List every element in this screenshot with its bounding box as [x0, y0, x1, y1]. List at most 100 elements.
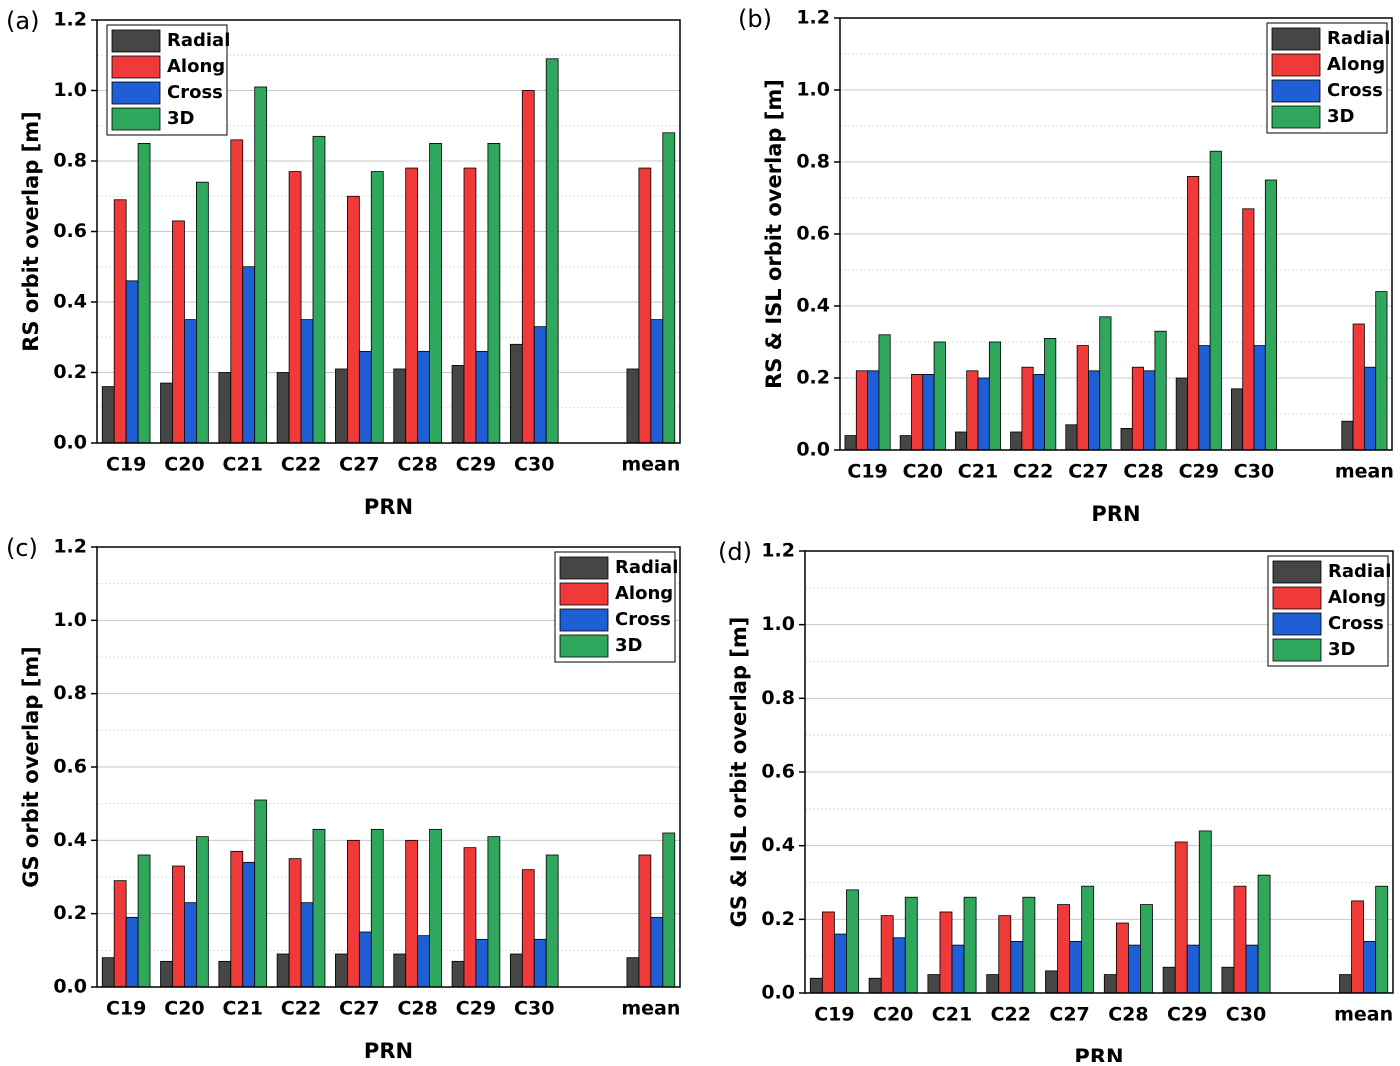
- legend-label: 3D: [615, 635, 642, 656]
- x-axis-label: PRN: [1091, 502, 1140, 526]
- x-tick-label: C27: [339, 998, 379, 1020]
- bar: [855, 370, 868, 451]
- bar: [922, 373, 935, 451]
- bar: [911, 373, 924, 451]
- bar: [1115, 922, 1129, 994]
- x-tick-label: C22: [1013, 461, 1053, 483]
- bar: [393, 953, 407, 988]
- bar: [1186, 944, 1200, 994]
- x-tick-label: C28: [1123, 461, 1163, 483]
- legend-swatch: [1272, 560, 1322, 584]
- panel-label: (c): [6, 534, 38, 562]
- bar: [821, 911, 835, 994]
- legend-swatch: [559, 608, 609, 632]
- bar: [626, 957, 640, 988]
- x-axis-label: PRN: [1074, 1045, 1123, 1062]
- legend-label: 3D: [1327, 106, 1354, 127]
- bar: [475, 938, 489, 988]
- legend-swatch: [559, 634, 609, 658]
- legend-swatch: [1272, 638, 1322, 662]
- bar: [1065, 424, 1078, 451]
- y-axis-label: RS orbit overlap [m]: [19, 111, 43, 351]
- x-tick-label: C30: [1226, 1004, 1266, 1026]
- bar: [533, 938, 547, 988]
- x-axis-label: PRN: [364, 495, 413, 519]
- x-tick-label: C27: [1049, 1004, 1089, 1026]
- bar: [172, 220, 185, 444]
- bar: [160, 960, 173, 988]
- bar: [904, 896, 918, 994]
- bar: [288, 858, 302, 988]
- y-tick-label: 1.0: [796, 79, 830, 101]
- bar: [230, 850, 244, 988]
- y-tick-label: 1.2: [53, 536, 87, 558]
- y-tick-label: 0.8: [796, 151, 830, 173]
- bar: [998, 915, 1012, 994]
- x-tick-label: C20: [164, 454, 204, 476]
- y-tick-label: 0.4: [761, 834, 795, 856]
- bar: [1341, 420, 1354, 451]
- legend-swatch: [111, 81, 161, 105]
- bar: [184, 902, 197, 988]
- bar: [276, 953, 290, 988]
- bar: [1010, 941, 1024, 994]
- bar: [1175, 377, 1188, 451]
- bar: [1128, 944, 1141, 994]
- x-tick-label: C27: [339, 454, 379, 476]
- x-tick-label: C29: [1179, 461, 1219, 483]
- bar: [521, 869, 535, 988]
- bar: [1088, 370, 1101, 451]
- bar: [638, 854, 652, 988]
- bar: [312, 828, 326, 988]
- bar: [113, 880, 127, 988]
- bar: [101, 386, 115, 444]
- bar: [939, 911, 953, 994]
- bar: [346, 195, 360, 444]
- bar: [954, 431, 968, 451]
- y-tick-label: 1.2: [796, 7, 830, 29]
- bar: [358, 931, 372, 988]
- bar: [868, 977, 882, 994]
- bar: [300, 319, 314, 444]
- y-tick-label: 0.2: [761, 908, 795, 930]
- bar: [933, 341, 946, 451]
- bar: [1069, 941, 1083, 994]
- bar: [370, 171, 384, 444]
- bar: [1264, 179, 1278, 451]
- legend-swatch: [111, 107, 161, 131]
- bar: [218, 372, 232, 444]
- bar: [963, 896, 977, 994]
- bar: [545, 58, 559, 444]
- bar: [1245, 944, 1259, 994]
- bar: [358, 350, 372, 444]
- bar: [1242, 208, 1255, 451]
- bar: [1045, 970, 1058, 994]
- bar: [1099, 316, 1112, 451]
- legend-swatch: [111, 29, 161, 53]
- bar: [927, 974, 941, 994]
- bar: [429, 142, 442, 444]
- bar: [834, 933, 847, 994]
- bar: [475, 350, 489, 444]
- bar: [809, 977, 823, 994]
- bar: [405, 839, 419, 988]
- bar: [533, 326, 547, 444]
- y-tick-label: 1.0: [53, 79, 87, 101]
- legend-label: Radial: [167, 30, 230, 51]
- y-axis-label: RS & ISL orbit overlap [m]: [762, 79, 786, 389]
- x-tick-label: C22: [281, 998, 321, 1020]
- bar: [1140, 904, 1153, 994]
- legend-swatch: [1271, 27, 1321, 51]
- y-tick-label: 0.0: [53, 976, 87, 998]
- bar: [1198, 830, 1212, 994]
- bar: [1081, 885, 1095, 994]
- x-tick-label: C27: [1068, 461, 1108, 483]
- bar: [1103, 974, 1117, 994]
- bar: [1187, 175, 1200, 451]
- x-tick-label: C20: [873, 1004, 913, 1026]
- bar: [405, 167, 419, 444]
- bar: [1364, 366, 1377, 451]
- legend-swatch: [1271, 105, 1321, 129]
- bar: [254, 799, 268, 988]
